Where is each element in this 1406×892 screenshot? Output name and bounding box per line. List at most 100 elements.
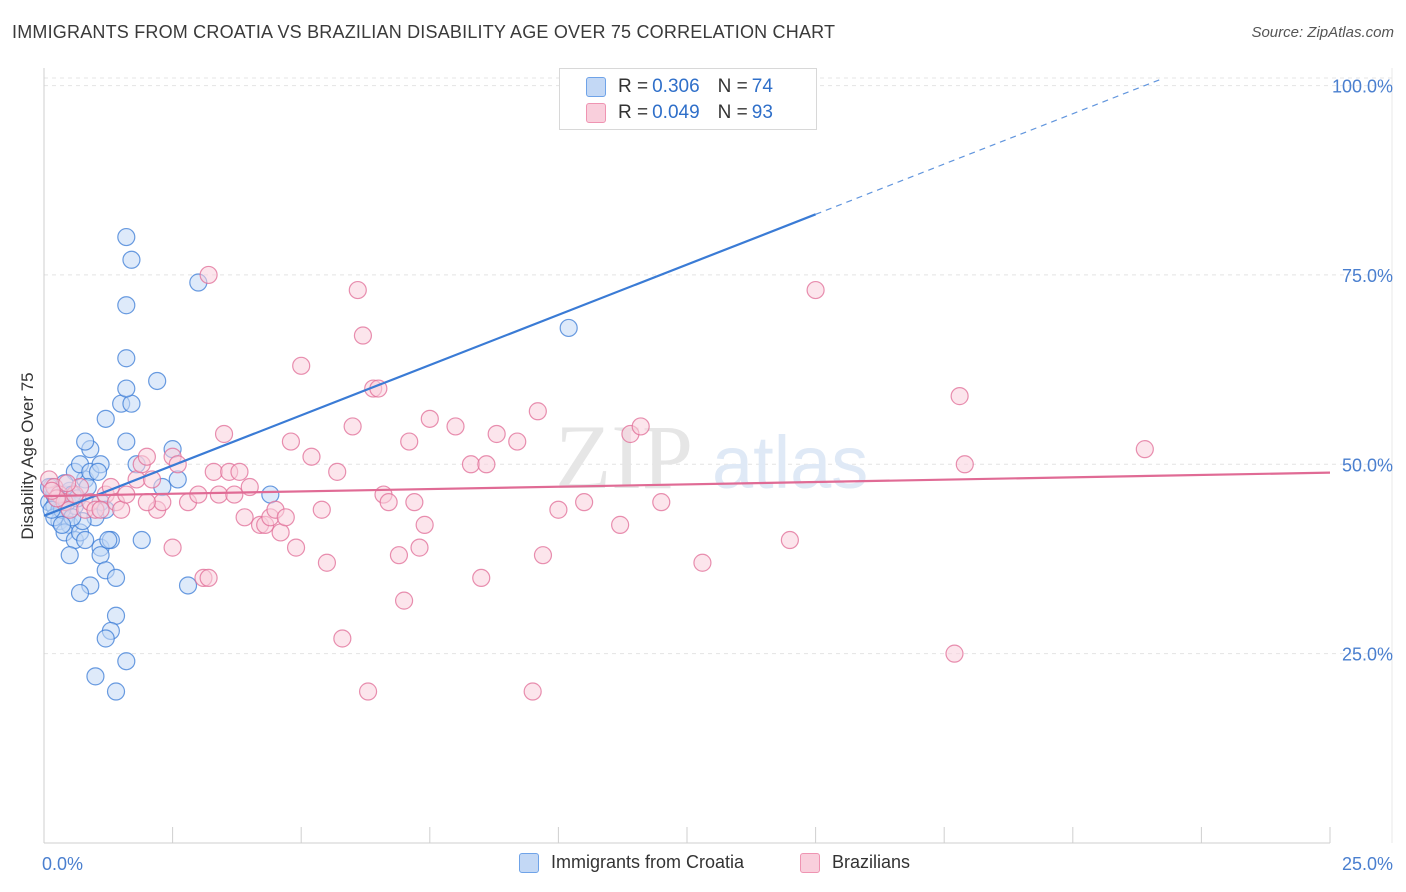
data-point <box>955 455 974 474</box>
series-label-brazilians: Brazilians <box>832 852 911 872</box>
series-swatch-croatia <box>519 852 539 873</box>
data-point <box>343 417 362 436</box>
data-points <box>40 227 1154 701</box>
data-point <box>420 409 439 428</box>
data-point <box>106 568 126 588</box>
data-point <box>178 576 198 595</box>
data-point <box>631 417 650 436</box>
data-point <box>780 530 799 550</box>
chart-title: IMMIGRANTS FROM CROATIA VS BRAZILIAN DIS… <box>12 22 836 42</box>
data-point <box>209 485 228 504</box>
legend-n-label: N = <box>717 76 748 97</box>
y-tick-label: 75.0% <box>1342 266 1393 286</box>
source-label: Source: ZipAtlas.com <box>1251 24 1394 41</box>
data-point <box>70 583 90 603</box>
data-point <box>950 387 969 406</box>
data-point <box>317 553 337 572</box>
data-point <box>106 682 126 701</box>
data-point <box>389 546 409 565</box>
data-point <box>132 530 151 550</box>
legend-n-label: N = <box>717 102 748 123</box>
data-point <box>91 500 110 519</box>
data-point <box>549 500 568 519</box>
trend-line-extension <box>815 78 1161 215</box>
data-point <box>106 606 126 625</box>
data-point <box>117 652 136 671</box>
data-point <box>286 538 306 557</box>
data-point <box>281 432 301 451</box>
series-legend-croatia[interactable]: Immigrants from Croatia <box>519 852 744 873</box>
series-swatch-brazilians <box>800 852 820 873</box>
data-point <box>559 318 578 338</box>
legend-row-croatia: R = 0.306 N = 74 <box>586 75 777 99</box>
data-point <box>806 280 825 300</box>
data-point <box>148 371 167 391</box>
trend-lines <box>43 78 1331 517</box>
data-point <box>96 629 115 648</box>
data-point <box>163 538 182 557</box>
data-point <box>508 432 527 451</box>
x-tick-label: 0.0% <box>42 854 83 874</box>
y-tick-label: 25.0% <box>1342 645 1393 665</box>
data-point <box>528 402 547 421</box>
watermark: ZIP atlas <box>555 406 868 508</box>
legend-r-label: R = <box>618 102 649 123</box>
data-point <box>204 462 223 481</box>
data-point <box>112 500 131 519</box>
watermark-zip: ZIP <box>555 406 693 508</box>
series-label-croatia: Immigrants from Croatia <box>551 852 745 872</box>
data-point <box>60 546 79 565</box>
data-point <box>137 447 156 466</box>
data-point <box>261 485 280 504</box>
data-point <box>379 493 398 512</box>
data-point <box>122 250 141 269</box>
series-points-brazilians <box>40 265 1154 701</box>
legend-swatch-croatia <box>586 77 606 97</box>
data-point <box>96 409 115 428</box>
data-point <box>58 474 77 493</box>
data-point <box>76 530 95 550</box>
data-point <box>225 485 244 504</box>
data-point <box>487 424 506 444</box>
data-point <box>1135 440 1154 459</box>
data-point <box>410 538 429 557</box>
data-point <box>693 553 712 572</box>
data-point <box>276 508 295 527</box>
data-point <box>122 394 141 413</box>
data-point <box>446 417 465 436</box>
data-point <box>472 568 491 588</box>
axes <box>43 68 1393 844</box>
y-tick-label: 100.0% <box>1332 77 1393 97</box>
data-point <box>328 462 347 481</box>
data-point <box>153 493 172 512</box>
data-point <box>86 667 105 686</box>
tick-labels: 25.0% 50.0% 75.0% 100.0% 0.0% 25.0% <box>42 77 1393 874</box>
legend-n-value: 93 <box>751 102 773 123</box>
legend-r-value: 0.306 <box>652 76 700 97</box>
legend-n-value: 74 <box>751 76 773 97</box>
data-point <box>312 500 331 519</box>
data-point <box>405 493 424 512</box>
gridlines <box>44 77 1392 655</box>
data-point <box>168 470 187 489</box>
data-point <box>652 493 671 512</box>
data-point <box>117 296 136 315</box>
data-point <box>117 432 136 451</box>
data-point <box>189 485 208 504</box>
series-legend-brazilians[interactable]: Brazilians <box>800 852 910 873</box>
data-point <box>292 356 311 375</box>
data-point <box>214 424 234 444</box>
trend-line-croatia <box>43 213 817 517</box>
data-point <box>461 455 481 474</box>
data-point <box>523 682 542 701</box>
data-point <box>348 280 367 300</box>
legend-row-brazilians: R = 0.049 N = 93 <box>586 101 777 125</box>
data-point <box>117 379 136 398</box>
trend-line-brazilians <box>43 471 1331 498</box>
correlation-legend: R = 0.306 N = 74 R = 0.049 N = 93 <box>559 68 817 130</box>
data-point <box>611 515 630 534</box>
data-point <box>271 523 290 542</box>
data-point <box>477 455 496 474</box>
data-point <box>52 515 72 534</box>
